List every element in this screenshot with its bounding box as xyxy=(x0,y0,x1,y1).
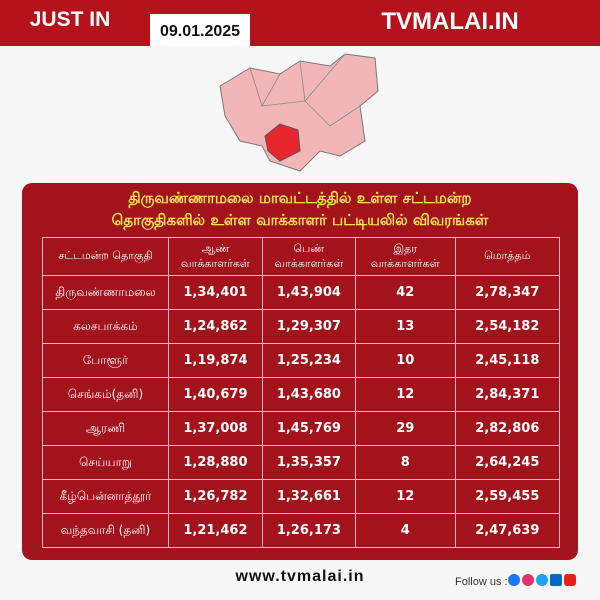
cell: 2,78,347 xyxy=(454,275,561,310)
cell: 12 xyxy=(354,479,456,514)
map xyxy=(219,53,379,172)
panel: திருவண்ணாமலை மாவட்டத்தில் உள்ள சட்டமன்ற … xyxy=(22,183,578,560)
header-cell: இதர வாக்காளர்கள் xyxy=(354,237,456,276)
title-line: தொகுதிகளில் உள்ள வாக்காளர் பட்டியலில் வி… xyxy=(111,211,489,229)
data-row: ஆரணி 1,37,008 1,45,769 29 2,82,806 xyxy=(42,411,561,446)
cell: 8 xyxy=(354,445,456,480)
data-row: செய்யாறு 1,28,880 1,35,357 8 2,64,245 xyxy=(42,445,561,480)
data-row: கலசபாக்கம் 1,24,862 1,29,307 13 2,54,182 xyxy=(42,309,561,344)
header-cell: சட்டமன்ற தொகுதி xyxy=(42,237,169,276)
cell: போளூர் xyxy=(42,343,169,378)
twitter-icon[interactable] xyxy=(536,574,548,586)
data-row: வந்தவாசி (தனி) 1,21,462 1,26,173 4 2,47,639 xyxy=(42,513,561,548)
header-row: சட்டமன்ற தொகுதி ஆண் வாக்காளர்கள் பெண் வாக்கா… xyxy=(42,237,561,276)
cell: 1,40,679 xyxy=(167,377,263,412)
header-text: இதர xyxy=(393,241,418,255)
cell: 1,43,904 xyxy=(261,275,356,310)
website[interactable]: www.tvmalai.in xyxy=(235,568,365,585)
data-row: திருவண்ணாமலை 1,34,401 1,43,904 42 2,78,347 xyxy=(42,275,561,310)
cell: 1,45,769 xyxy=(261,411,356,446)
cell: 10 xyxy=(354,343,456,378)
header-text: வாக்காளர்கள் xyxy=(274,256,344,270)
brand: TVMALAI.IN xyxy=(381,8,519,35)
cell: 1,29,307 xyxy=(261,309,356,344)
cell: செய்யாறு xyxy=(42,445,169,480)
cell: 13 xyxy=(354,309,456,344)
cell: 2,54,182 xyxy=(454,309,561,344)
cell: 12 xyxy=(354,377,456,412)
cell: 42 xyxy=(354,275,456,310)
header-text: மொத்தம் xyxy=(484,249,531,262)
cell: கீழ்பென்னாத்தூர் xyxy=(42,479,169,514)
cell: 1,37,008 xyxy=(167,411,263,446)
header-text: பெண் xyxy=(293,241,325,255)
cell: 1,26,173 xyxy=(261,513,356,548)
tag: JUST IN xyxy=(29,8,111,31)
linkedin-icon[interactable] xyxy=(550,574,562,586)
cell: 29 xyxy=(354,411,456,446)
cell: 2,45,118 xyxy=(454,343,561,378)
data-row: கீழ்பென்னாத்தூர் 1,26,782 1,32,661 12 2,59,4… xyxy=(42,479,561,514)
header-text: சட்டமன்ற தொகுதி xyxy=(58,249,153,262)
table: சட்டமன்ற தொகுதி ஆண் வாக்காளர்கள் பெண் வாக்கா… xyxy=(42,237,561,548)
header-cell: பெண் வாக்காளர்கள் xyxy=(261,237,356,276)
cell: திருவண்ணாமலை xyxy=(42,275,169,310)
cell: 1,19,874 xyxy=(167,343,263,378)
cell: 1,43,680 xyxy=(261,377,356,412)
cell: 2,64,245 xyxy=(454,445,561,480)
follow-label: Follow us : xyxy=(455,576,508,588)
instagram-icon[interactable] xyxy=(522,574,534,586)
cell: 1,26,782 xyxy=(167,479,263,514)
top-bar: JUST IN 09.01.2025 TVMALAI.IN xyxy=(0,0,600,46)
facebook-icon[interactable] xyxy=(508,574,520,586)
cell: வந்தவாசி (தனி) xyxy=(42,513,169,548)
header-text: வாக்காளர்கள் xyxy=(181,256,250,270)
cell: 1,32,661 xyxy=(261,479,356,514)
cell: 2,82,806 xyxy=(454,411,561,446)
cell: ஆரணி xyxy=(42,411,169,446)
title-line: திருவண்ணாமலை மாவட்டத்தில் உள்ள சட்டமன்ற xyxy=(128,189,472,207)
data-row: போளூர் 1,19,874 1,25,234 10 2,45,118 xyxy=(42,343,561,378)
youtube-icon[interactable] xyxy=(564,574,576,586)
header-cell: மொத்தம் xyxy=(454,237,561,276)
cell: 1,21,462 xyxy=(167,513,263,548)
cell: 1,25,234 xyxy=(261,343,356,378)
cell: 1,24,862 xyxy=(167,309,263,344)
cell: 1,35,357 xyxy=(261,445,356,480)
cell: 1,34,401 xyxy=(167,275,263,310)
cell: 2,84,371 xyxy=(454,377,561,412)
cell: 2,47,639 xyxy=(454,513,561,548)
date: 09.01.2025 xyxy=(150,14,250,46)
header-text: வாக்காளர்கள் xyxy=(370,256,440,270)
cell: 2,59,455 xyxy=(454,479,561,514)
cell: செங்கம்(தனி) xyxy=(42,377,169,412)
header-text: ஆண் xyxy=(201,241,230,255)
cell: 4 xyxy=(354,513,456,548)
header-cell: ஆண் வாக்காளர்கள் xyxy=(167,237,263,276)
data-row: செங்கம்(தனி) 1,40,679 1,43,680 12 2,84,371 xyxy=(42,377,561,412)
cell: கலசபாக்கம் xyxy=(42,309,169,344)
cell: 1,28,880 xyxy=(167,445,263,480)
